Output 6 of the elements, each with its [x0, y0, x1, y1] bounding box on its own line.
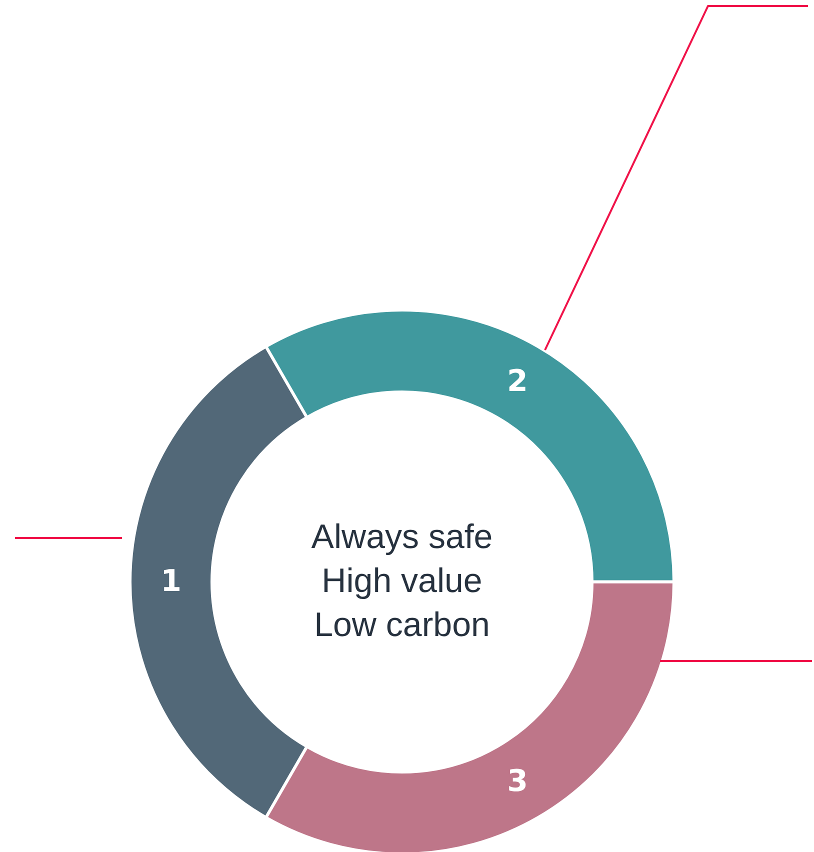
slice-label: 1 — [160, 564, 182, 600]
text: High value — [322, 562, 482, 600]
slice-label: 3 — [507, 764, 528, 800]
text: Low carbon — [314, 606, 490, 644]
slice-label: 2 — [507, 364, 528, 399]
text: Always safe — [311, 518, 493, 556]
